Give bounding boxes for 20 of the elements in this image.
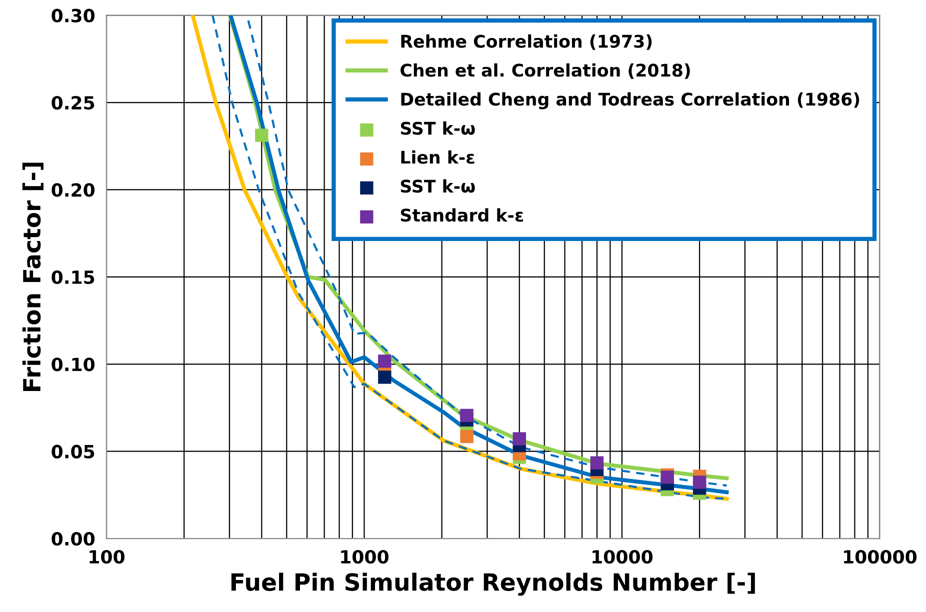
y-tick-label: 0.30 (52, 8, 95, 22)
x-tick-label: 1000 (341, 550, 388, 564)
y-tick-label: 0.10 (52, 358, 95, 372)
y-tick-label: 0.15 (52, 270, 94, 284)
legend-label: Chen et al. Correlation (2018) (400, 63, 690, 79)
x-tick-label: 100 (90, 550, 124, 564)
x-tick-label: 100000 (844, 550, 917, 564)
x-axis-title: Fuel Pin Simulator Reynolds Number [-] (231, 572, 755, 596)
legend-label: SST k-ω (400, 121, 475, 135)
legend-label: Lien k-ε (401, 150, 474, 164)
legend-label: Standard k-ε (400, 208, 524, 222)
legend-label: Detailed Cheng and Todreas Correlation (1986) (401, 92, 860, 110)
y-tick-label: 0.05 (52, 444, 94, 458)
legend-label: Rehme Correlation (1973) (401, 34, 652, 50)
legend-label: SST k-ω (400, 179, 475, 193)
y-axis-title: Friction Factor [-] (22, 162, 44, 391)
y-tick-label: 0.20 (52, 183, 95, 197)
y-tick-label: 0.00 (52, 532, 95, 546)
y-tick-label: 0.25 (52, 96, 94, 110)
x-tick-label: 10000 (592, 550, 653, 564)
